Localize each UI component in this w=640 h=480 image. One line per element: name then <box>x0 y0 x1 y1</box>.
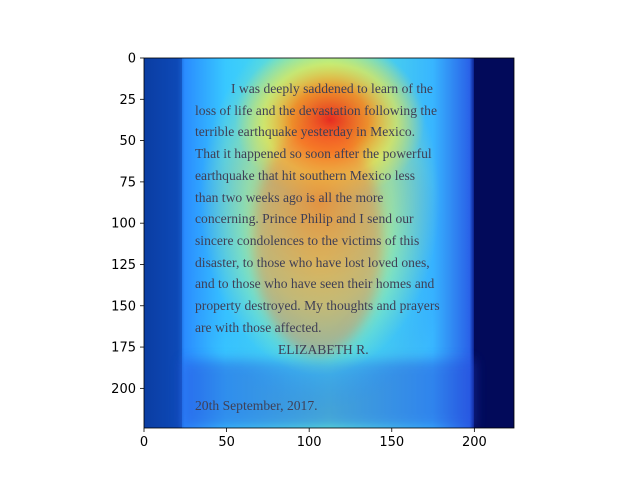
y-tick-label: 100 <box>111 217 136 232</box>
document-line: property destroyed. My thoughts and pray… <box>195 298 440 314</box>
x-axis: 0 50 100 150 200 <box>140 428 487 450</box>
y-tick-label: 150 <box>111 299 136 314</box>
document-line: That it happened so soon after the power… <box>195 146 432 162</box>
document-line: loss of life and the devastation followi… <box>195 102 437 118</box>
x-tick-label: 200 <box>462 435 487 450</box>
y-tick-label: 25 <box>119 93 136 108</box>
document-line: concerning. Prince Philip and I send our <box>195 211 414 227</box>
document-line: than two weeks ago is all the more <box>195 189 384 205</box>
document-line: and to those who have seen their homes a… <box>195 276 435 292</box>
y-tick-label: 50 <box>119 134 136 149</box>
y-tick-label: 75 <box>119 175 136 190</box>
document-text: I was deeply saddened to learn of the lo… <box>195 78 467 338</box>
document-line: are with those affected. <box>195 319 322 335</box>
document-line: disaster, to those who have lost loved o… <box>195 254 430 270</box>
y-axis: 0 25 50 75 100 125 150 175 200 <box>111 52 144 397</box>
x-tick-label: 150 <box>379 435 404 450</box>
document-line: earthquake that hit southern Mexico less <box>195 167 416 183</box>
x-tick-label: 0 <box>140 435 148 450</box>
y-tick-label: 0 <box>128 52 136 67</box>
y-tick-label: 200 <box>111 382 136 397</box>
y-tick-label: 125 <box>111 258 136 273</box>
document-date: 20th September, 2017. <box>195 398 318 413</box>
heatmap-image <box>144 58 514 428</box>
document-line: I was deeply saddened to learn of the <box>231 81 433 96</box>
plot-frame <box>143 57 515 429</box>
document-line: terrible earthquake yesterday in Mexico. <box>195 124 416 140</box>
document-signature: ELIZABETH R. <box>278 342 369 357</box>
document-line: sincere condolences to the victims of th… <box>195 232 420 248</box>
y-tick-label: 175 <box>111 341 136 356</box>
x-tick-label: 100 <box>297 435 322 450</box>
x-tick-label: 50 <box>218 435 235 450</box>
